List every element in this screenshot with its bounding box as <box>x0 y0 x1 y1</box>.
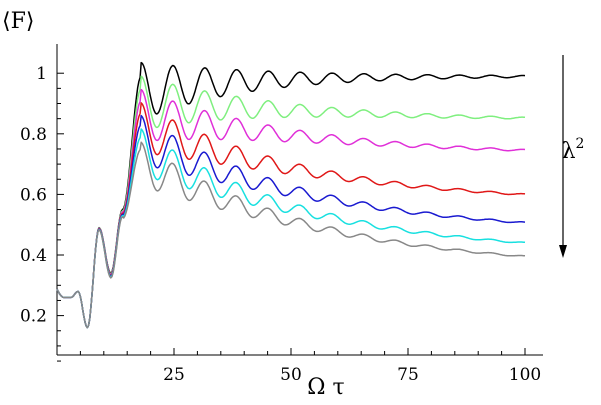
arrow-label: λ2 <box>562 136 585 164</box>
y-axis-label: ⟨F⟩ <box>2 9 34 34</box>
series-line-4 <box>56 102 526 329</box>
x-tick-label: 50 <box>280 365 302 385</box>
series-line-1 <box>56 61 526 329</box>
series-group <box>56 61 526 329</box>
series-line-3 <box>56 88 526 329</box>
y-tick-label: 1 <box>36 64 47 84</box>
series-line-2 <box>56 75 526 329</box>
series-line-5 <box>56 114 526 329</box>
y-tick-label: 0.8 <box>20 125 47 145</box>
chart-labels: ⟨F⟩ Ω τ λ2 <box>2 9 584 400</box>
series-line-7 <box>56 141 526 329</box>
y-tick-label: 0.2 <box>20 307 47 327</box>
x-tick-label: 75 <box>397 365 419 385</box>
series-line-6 <box>56 128 526 329</box>
x-tick-label: 100 <box>509 365 541 385</box>
chart-axes: 25 50 75 100 0.2 0.4 0.6 0.8 1 <box>20 44 543 385</box>
y-tick-label: 0.6 <box>20 185 47 205</box>
lambda-arrow <box>559 55 567 258</box>
y-tick-label: 0.4 <box>20 246 47 266</box>
x-tick-label: 25 <box>163 365 185 385</box>
x-axis-label: Ω τ <box>307 375 344 400</box>
